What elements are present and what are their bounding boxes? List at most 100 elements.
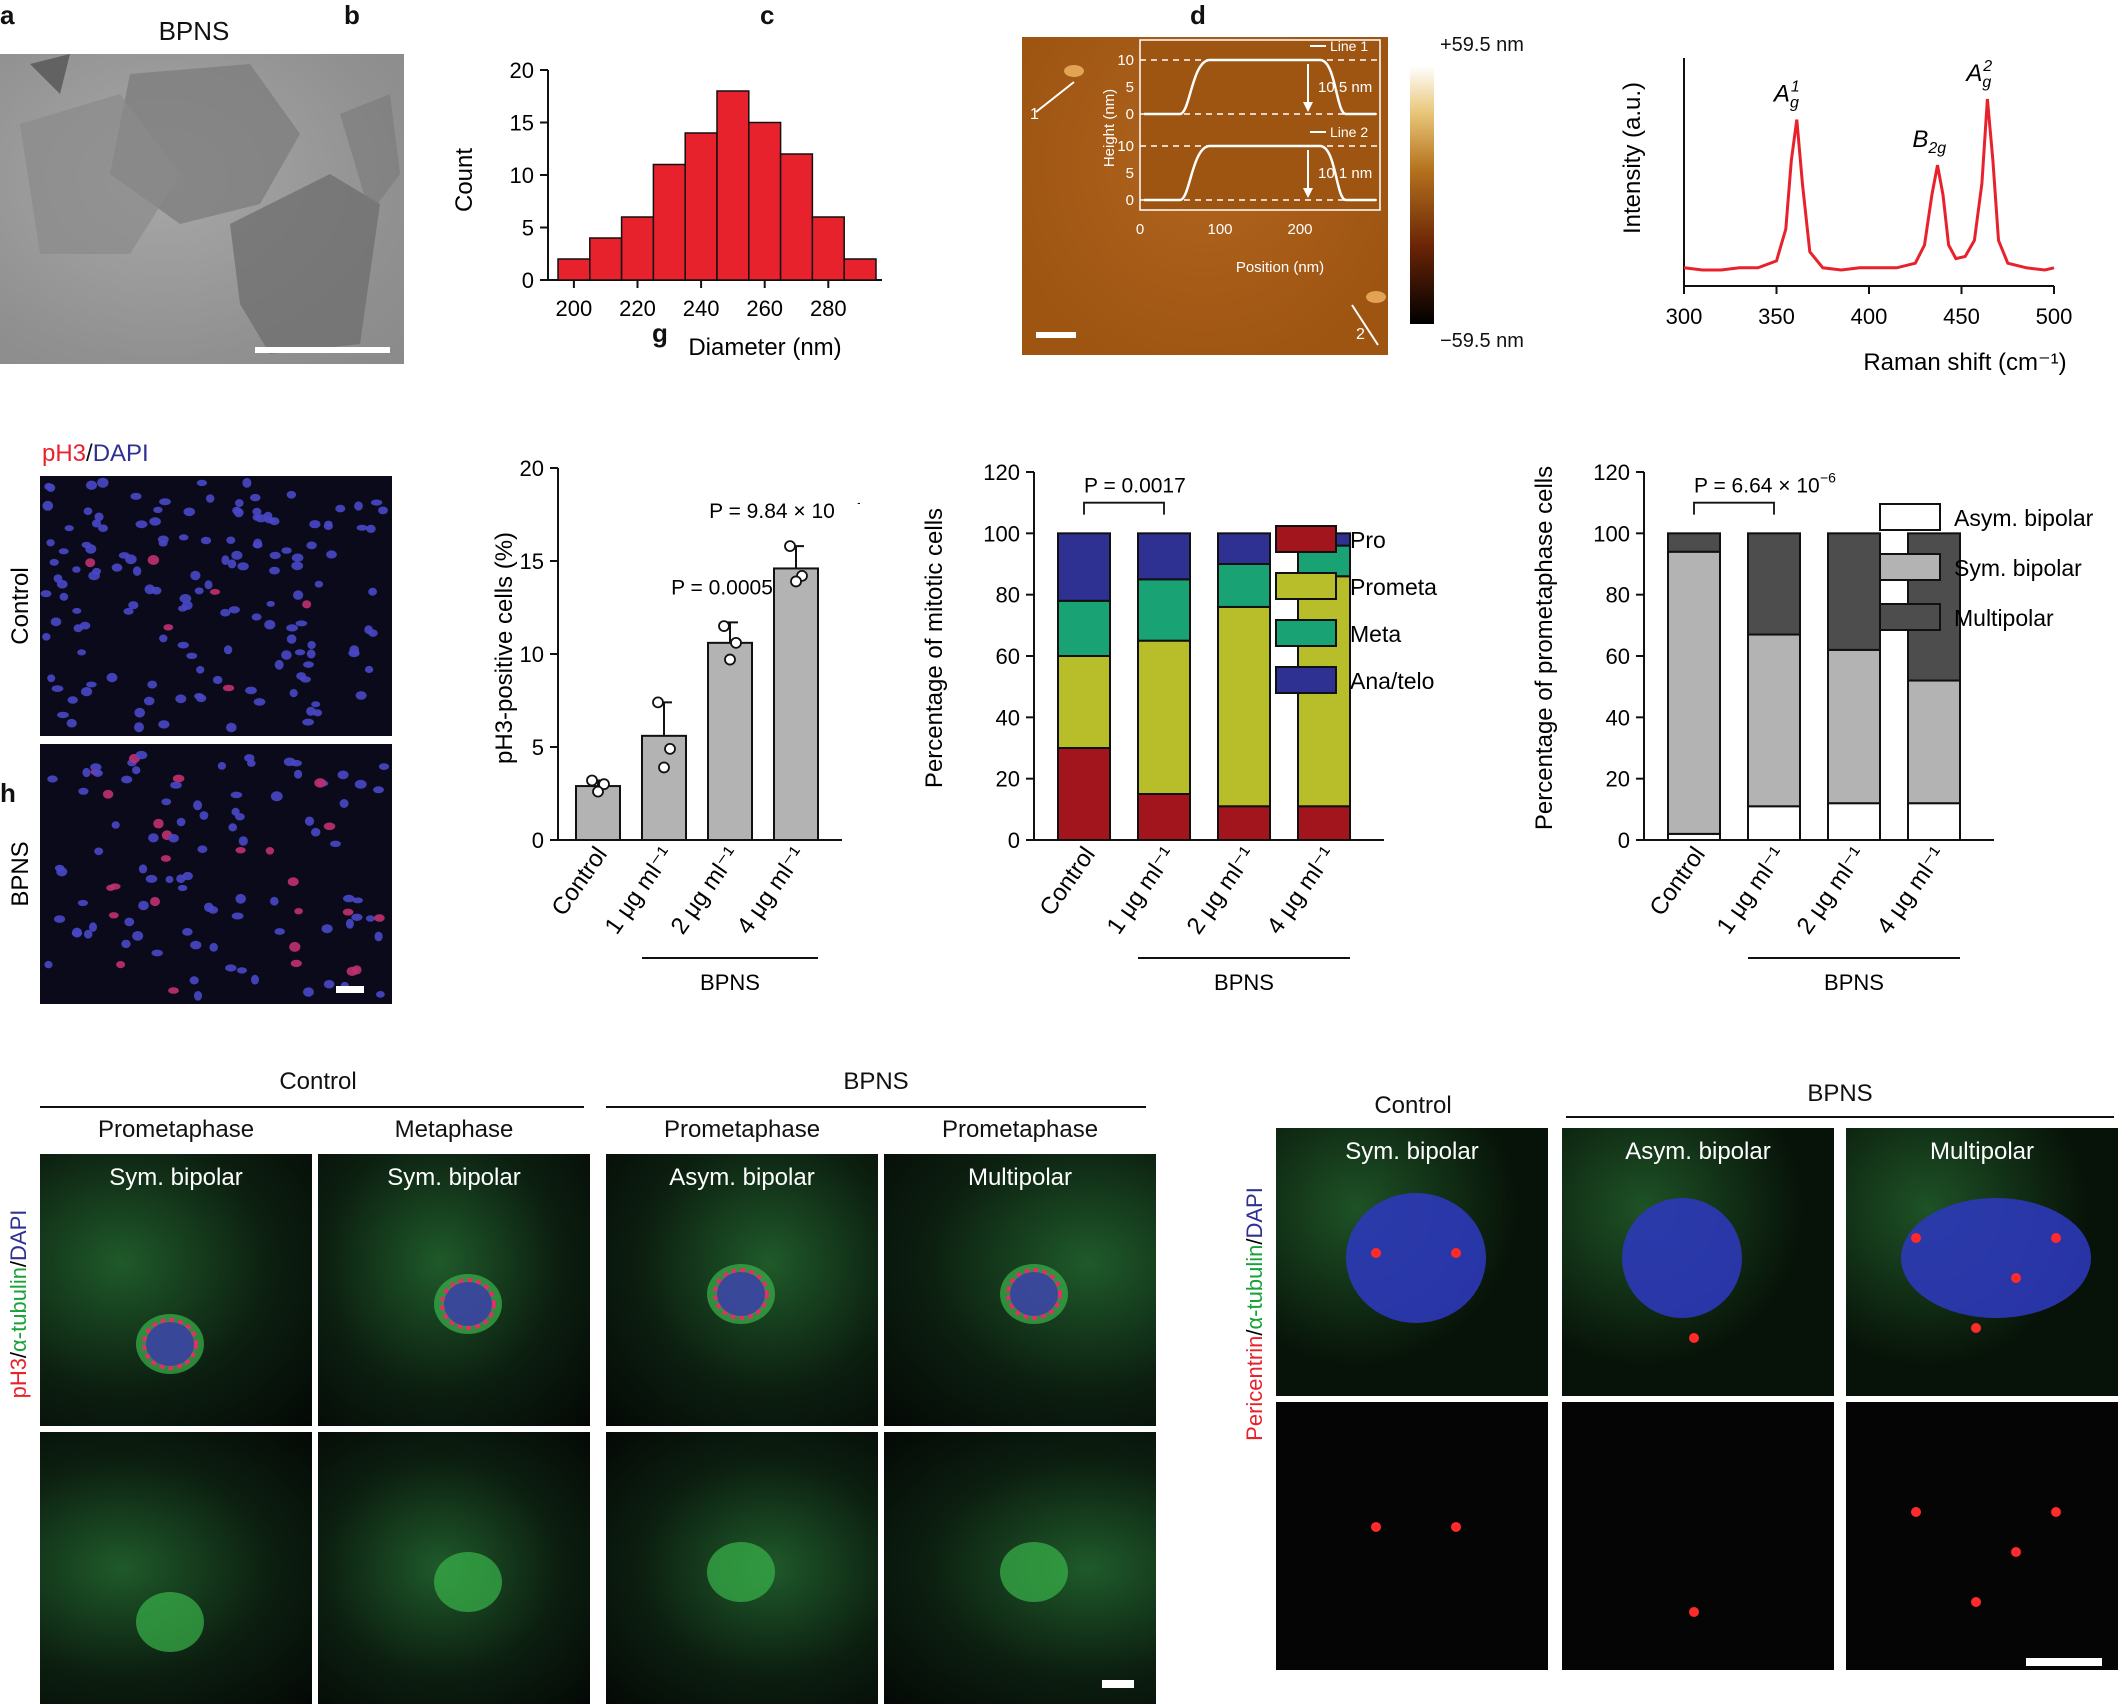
c-ytick-label: 10	[1117, 52, 1134, 69]
nucleus	[373, 786, 384, 794]
nucleus	[42, 633, 51, 641]
f-ytick-label: 5	[532, 735, 544, 760]
d-peak-label: Ag2	[1964, 58, 1992, 91]
nucleus	[182, 928, 193, 936]
nucleus	[231, 912, 244, 920]
j-stain-sep2: /	[1242, 1238, 1267, 1245]
panel-e-stain: pH3/DAPI	[42, 440, 149, 468]
nucleus	[321, 924, 333, 934]
f-point	[784, 540, 796, 553]
nucleus	[235, 499, 244, 508]
nucleus	[130, 492, 142, 500]
nucleus	[50, 617, 62, 627]
nucleus	[143, 696, 155, 706]
j-merge-image: Asym. bipolar	[1562, 1128, 1834, 1396]
nucleus	[221, 555, 230, 565]
afm-inset: 1 2	[1030, 65, 1386, 346]
stack-segment	[1907, 802, 1961, 842]
h-stain-sep1: /	[6, 1351, 31, 1358]
nucleus	[291, 561, 304, 571]
b-bar	[652, 163, 686, 281]
b-bar	[779, 153, 814, 281]
nucleus	[66, 718, 77, 728]
scale-bar	[2026, 1658, 2102, 1666]
nucleus	[77, 899, 88, 907]
b-xtick-label: 200	[556, 296, 593, 321]
tem-flakes	[20, 54, 400, 354]
ph3-signal	[142, 1318, 198, 1370]
nucleus	[170, 781, 182, 789]
nucleus	[44, 960, 53, 969]
nucleus	[151, 949, 163, 957]
stack-segment	[1827, 802, 1881, 842]
stack-ytick-label: 60	[996, 644, 1020, 669]
chart-d-xlabel: Raman shift (cm⁻¹)	[1863, 349, 2066, 376]
panel-e-control-image	[40, 476, 392, 736]
nucleus	[364, 625, 373, 635]
j-stain-sep1: /	[1242, 1329, 1267, 1336]
nucleus	[132, 566, 142, 576]
stack-ytick-label: 20	[1606, 767, 1630, 792]
h-group-bpns-line	[606, 1106, 1146, 1108]
stain-dapi: DAPI	[92, 440, 149, 467]
c-xtick-label: 100	[1207, 221, 1232, 238]
nucleus	[366, 524, 376, 533]
panel-letter-c: c	[760, 0, 775, 30]
nucleus	[94, 512, 104, 522]
nucleus	[311, 701, 321, 708]
nucleus	[374, 931, 383, 942]
nucleus	[339, 799, 349, 808]
h-cell-drawing	[434, 1274, 502, 1334]
nucleus	[178, 605, 188, 612]
nucleus	[287, 877, 299, 887]
stack-legend-label: Sym. bipolar	[1954, 555, 2082, 581]
pericentrin-dot	[1451, 1248, 1461, 1258]
pericentrin-dot	[1371, 1248, 1381, 1258]
h-cell-drawing	[136, 1314, 204, 1374]
nucleus	[212, 675, 223, 685]
c-xtick-label: 200	[1287, 221, 1312, 238]
nucleus	[64, 525, 74, 532]
nucleus	[302, 718, 314, 726]
stack-segment	[1747, 532, 1801, 636]
nucleus	[295, 620, 308, 627]
d-peak-label: B2g	[1912, 126, 1946, 157]
pericentrin-dot	[1689, 1607, 1699, 1617]
pericentrin-dot	[2011, 1273, 2021, 1283]
nucleus	[270, 791, 283, 802]
nucleus	[159, 634, 168, 643]
h-group-control: Control	[279, 1068, 357, 1095]
spindle	[1000, 1542, 1068, 1602]
nucleus	[252, 541, 263, 549]
nucleus	[236, 967, 247, 974]
d-peak-base: B	[1912, 126, 1928, 153]
c-ytick-label: 5	[1126, 79, 1134, 96]
nucleus	[1622, 1198, 1742, 1318]
c-ytick-label: 0	[1126, 106, 1134, 123]
nucleus	[40, 590, 52, 598]
d-peak-sub: 2g	[1927, 140, 1946, 157]
nucleus	[323, 522, 333, 530]
chromatin	[146, 1322, 194, 1366]
j-stain-text: Pericentrin/α-tubulin/DAPI	[1242, 1187, 1267, 1441]
nucleus	[91, 519, 102, 528]
h-cell-drawing	[136, 1592, 204, 1652]
c-ytick-label: 0	[1126, 192, 1134, 209]
f-bar	[641, 734, 687, 841]
j-merge-image: Sym. bipolar	[1276, 1128, 1548, 1396]
nucleus	[330, 840, 341, 847]
b-bar	[620, 216, 655, 281]
nucleus	[251, 974, 259, 985]
nucleus	[306, 649, 316, 659]
stack-legend-label: Pro	[1350, 527, 1386, 553]
b-ytick-label: 10	[510, 163, 534, 188]
stack-legend-label: Multipolar	[1954, 605, 2054, 631]
stack-xtick-label: Control	[1644, 842, 1710, 921]
b-ytick-label: 5	[522, 216, 534, 241]
nucleus	[147, 555, 160, 565]
bpns-nuclei	[44, 750, 390, 1001]
nucleus	[289, 689, 298, 698]
chart-g: 0 20 40 60 80 100 120 Control 1 μg ml⁻¹ 2 μg ml⁻¹…	[983, 460, 1437, 995]
